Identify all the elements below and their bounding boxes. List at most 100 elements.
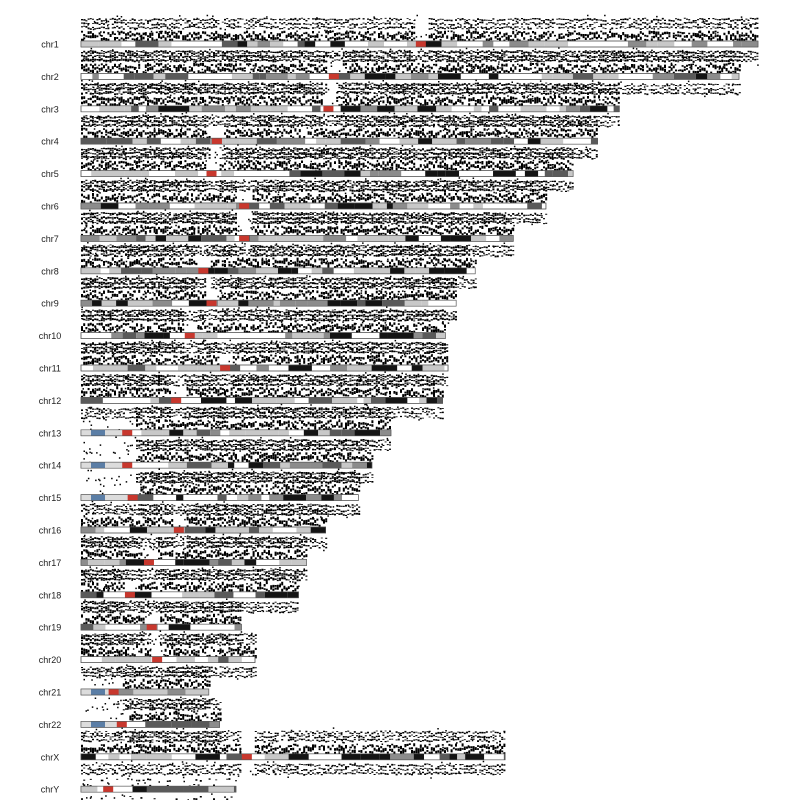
- chromosome-label-chrY: chrY: [41, 785, 60, 795]
- band: [291, 559, 307, 566]
- ideogram-outline: [80, 170, 574, 177]
- band: [340, 300, 358, 307]
- band: [147, 527, 170, 533]
- ideogram-outline: [80, 202, 547, 210]
- band: [136, 235, 146, 242]
- band: [379, 332, 388, 339]
- ideogram-outline: [80, 526, 326, 534]
- band: [419, 397, 427, 404]
- band: [227, 267, 239, 274]
- band: [127, 300, 153, 307]
- chromosome-label-chr4: chr4: [41, 137, 59, 147]
- band: [652, 73, 674, 80]
- chromosome-label-chrX: chrX: [41, 752, 60, 762]
- band: [189, 105, 202, 112]
- band: [157, 689, 168, 695]
- band: [168, 624, 191, 631]
- band: [568, 170, 574, 177]
- points-chr12: [81, 371, 444, 423]
- points-chr10: [81, 306, 447, 358]
- band: [201, 105, 226, 112]
- band: [270, 105, 288, 112]
- band: [204, 267, 215, 274]
- ideogram-outline: [80, 688, 210, 696]
- band: [385, 397, 408, 404]
- band: [291, 267, 299, 274]
- band: [528, 41, 545, 47]
- points-chr2: [81, 47, 741, 98]
- points-chr4: [81, 111, 598, 163]
- band: [347, 365, 372, 371]
- band: [440, 235, 451, 242]
- ideogram-chr8: [80, 267, 476, 275]
- band: [372, 203, 380, 209]
- band: [136, 332, 145, 339]
- band: [116, 235, 137, 242]
- band: [284, 203, 311, 209]
- chromosome-labels: chr1 chr2 chr3 chr4 chr5 chr6 chr7 chr8 chr9 chr1…: [39, 40, 62, 795]
- band: [247, 41, 258, 47]
- ideogram-outline: [80, 73, 740, 80]
- chromosome-label-chr8: chr8: [41, 266, 59, 276]
- band: [234, 624, 242, 631]
- ideogram-chr2: [80, 73, 740, 80]
- band: [527, 203, 542, 209]
- ideogram-chr5: [80, 170, 574, 177]
- band: [482, 41, 494, 47]
- band: [418, 138, 433, 145]
- band: [436, 332, 446, 339]
- band: [318, 429, 330, 436]
- centromere-chr3: [323, 105, 334, 112]
- band: [288, 753, 309, 760]
- band: [449, 753, 458, 760]
- ideogram-chrX: [80, 753, 506, 761]
- band: [471, 235, 487, 242]
- band: [109, 267, 122, 274]
- band: [217, 494, 227, 501]
- band: [152, 267, 176, 274]
- band: [540, 138, 564, 145]
- band: [225, 105, 236, 112]
- band: [145, 365, 157, 371]
- ideogram-chr12: [80, 397, 443, 404]
- points-chr17: [81, 533, 308, 585]
- band: [367, 41, 384, 47]
- band: [329, 429, 342, 436]
- points-chr20: [81, 630, 257, 680]
- band: [184, 527, 206, 533]
- band: [81, 786, 98, 793]
- band: [300, 170, 323, 177]
- band: [186, 462, 212, 469]
- band: [441, 41, 458, 47]
- band: [377, 105, 395, 112]
- band: [386, 203, 393, 209]
- band: [153, 73, 166, 80]
- band: [266, 73, 288, 80]
- band: [188, 332, 203, 339]
- band: [559, 105, 566, 112]
- band: [413, 753, 425, 760]
- band: [218, 656, 229, 663]
- band: [268, 429, 279, 436]
- chromosome-label-chr20: chr20: [39, 655, 62, 665]
- ideogram-outline: [80, 623, 242, 631]
- chromosome-label-chr22: chr22: [39, 720, 62, 730]
- band: [92, 73, 99, 80]
- band: [273, 300, 280, 307]
- band: [387, 332, 414, 339]
- band: [116, 365, 128, 371]
- band: [379, 753, 391, 760]
- band: [104, 559, 120, 566]
- band: [280, 462, 290, 469]
- band: [135, 203, 149, 209]
- chromosome-label-chr5: chr5: [41, 169, 59, 179]
- band: [263, 462, 281, 469]
- band: [81, 591, 97, 598]
- band: [191, 721, 210, 728]
- band: [255, 591, 265, 598]
- band: [303, 429, 319, 436]
- band: [99, 105, 125, 112]
- data-tracks: [81, 14, 759, 800]
- centromere-chr12: [171, 397, 182, 404]
- band: [234, 527, 249, 533]
